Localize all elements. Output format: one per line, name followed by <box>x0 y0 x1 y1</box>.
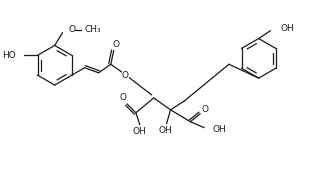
Text: O: O <box>120 93 126 102</box>
Text: O: O <box>122 71 129 80</box>
Text: OH: OH <box>280 24 294 33</box>
Text: O: O <box>68 25 75 34</box>
Text: OH: OH <box>159 126 173 135</box>
Text: O: O <box>112 40 119 49</box>
Text: CH₃: CH₃ <box>84 25 101 34</box>
Text: O: O <box>202 105 209 114</box>
Text: OH: OH <box>133 127 147 136</box>
Text: OH: OH <box>212 125 226 134</box>
Text: HO: HO <box>2 51 16 60</box>
